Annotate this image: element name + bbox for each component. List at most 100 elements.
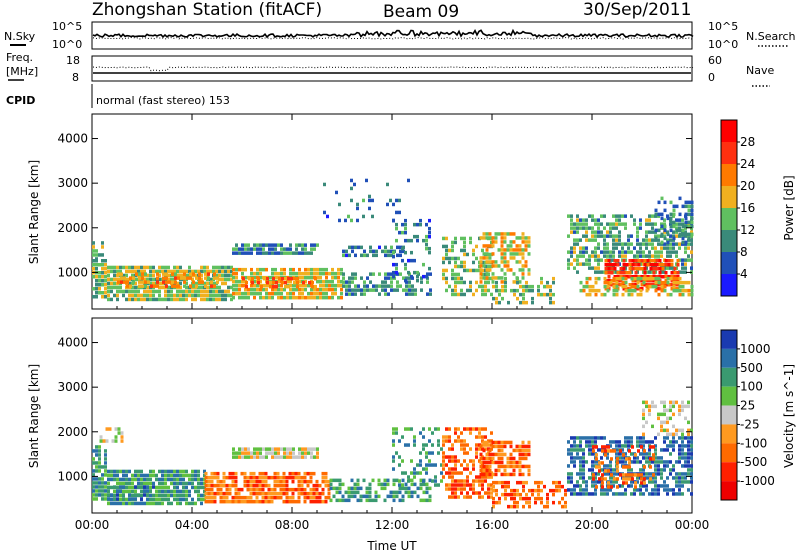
velocity-cell: [645, 456, 648, 460]
velocity-cell: [113, 501, 116, 506]
power-cell: [413, 258, 416, 263]
power-cell: [146, 293, 149, 298]
velocity-cell: [612, 468, 615, 472]
power-cell: [652, 271, 656, 275]
velocity-cell: [285, 495, 289, 500]
power-cell: [663, 200, 667, 205]
velocity-cell: [512, 464, 516, 469]
power-cell: [573, 230, 576, 234]
velocity-cell: [463, 447, 466, 451]
power-cell: [675, 230, 678, 234]
power-cell: [256, 283, 259, 288]
velocity-cell: [573, 440, 576, 444]
power-cell: [690, 224, 694, 229]
velocity-cell: [654, 488, 657, 492]
velocity-cell: [173, 489, 176, 494]
velocity-cell: [295, 455, 298, 459]
power-cell: [655, 267, 659, 271]
velocity-cell: [92, 457, 95, 461]
power-cell: [498, 300, 501, 305]
velocity-cell: [687, 452, 690, 456]
power-cell: [649, 275, 653, 279]
power-cell: [681, 204, 685, 209]
velocity-cell: [482, 464, 486, 469]
power-cell: [645, 238, 648, 242]
power-cell: [396, 288, 399, 292]
velocity-cell: [651, 400, 654, 405]
power-cell: [515, 248, 519, 252]
power-cell: [316, 287, 319, 292]
velocity-cell: [425, 451, 428, 455]
velocity-cell: [585, 488, 588, 492]
power-cell: [472, 252, 475, 257]
velocity-cell: [448, 467, 451, 471]
power-cell: [141, 276, 144, 280]
power-cell: [657, 200, 661, 205]
power-cell: [204, 272, 207, 276]
velocity-cell: [612, 492, 615, 496]
velocity-cell: [240, 499, 244, 504]
power-cell: [230, 273, 233, 278]
power-cell: [664, 263, 668, 267]
power-cell: [227, 273, 230, 278]
power-cell: [138, 272, 141, 276]
power-cell: [275, 284, 278, 289]
power-cell: [289, 243, 292, 247]
velocity-cell: [243, 471, 247, 476]
power-cell: [663, 228, 667, 233]
power-cell: [666, 232, 670, 237]
power-cell: [645, 246, 648, 250]
velocity-cell: [228, 499, 232, 504]
velocity-cell: [531, 492, 534, 497]
velocity-cell: [213, 471, 217, 476]
velocity-cell: [669, 472, 672, 476]
power-cell: [516, 288, 519, 293]
power-cell: [164, 289, 167, 294]
power-cell: [495, 284, 498, 289]
power-cell: [371, 198, 374, 203]
power-cell: [146, 285, 149, 290]
velocity-cell: [592, 449, 595, 453]
power-cell: [244, 275, 247, 280]
power-cell: [395, 266, 398, 271]
power-cell: [313, 247, 316, 251]
velocity-cell: [678, 452, 681, 456]
power-cell: [591, 214, 594, 218]
power-cell: [390, 288, 393, 292]
velocity-cell: [497, 468, 501, 473]
velocity-cell: [321, 491, 325, 496]
velocity-cell: [487, 495, 490, 499]
velocity-cell: [143, 501, 146, 506]
power-cell: [681, 292, 685, 297]
velocity-cell: [173, 485, 176, 490]
power-cell: [345, 288, 348, 292]
velocity-cell: [618, 492, 621, 496]
power-cell: [660, 212, 664, 217]
velocity-cell: [422, 427, 425, 431]
velocity-cell: [261, 491, 265, 496]
power-cell: [528, 284, 531, 289]
velocity-cell: [607, 469, 610, 473]
velocity-cell: [107, 493, 110, 497]
velocity-cell: [448, 495, 451, 499]
power-cell: [189, 272, 192, 276]
freq-strip: Freq. [MHz] 18 8 60 0 Nave: [6, 51, 774, 87]
power-cell: [183, 284, 186, 288]
power-cell: [537, 284, 540, 289]
power-cell: [268, 251, 271, 255]
power-cell: [274, 287, 277, 292]
velocity-cell: [152, 497, 155, 502]
power-cell: [690, 238, 693, 242]
velocity-cell: [500, 440, 504, 445]
power-cell: [503, 232, 507, 236]
velocity-cell: [131, 481, 134, 486]
power-cell: [179, 265, 182, 270]
power-cell: [401, 258, 404, 263]
power-cell: [669, 218, 672, 222]
power-cell: [179, 297, 182, 302]
power-cell: [690, 216, 694, 221]
power-cell: [495, 300, 498, 305]
power-cell: [428, 218, 431, 223]
velocity-cell: [291, 495, 295, 500]
velocity-cell: [509, 456, 513, 461]
